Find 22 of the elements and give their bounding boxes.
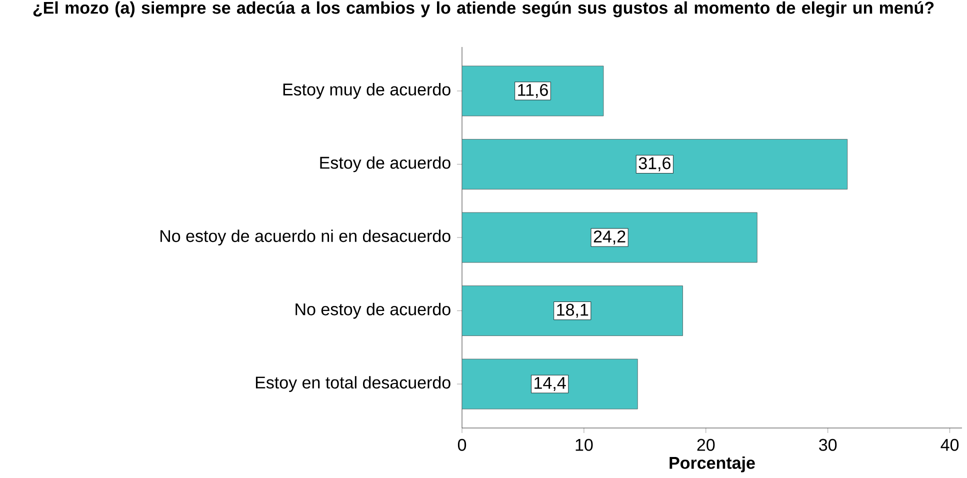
x-tick-label: 30: [819, 438, 837, 451]
y-tick-label: Estoy en total desacuerdo: [256, 376, 450, 392]
bar: [462, 139, 848, 190]
data-label: 18,1: [557, 304, 588, 318]
x-axis-title: Porcentaje: [670, 456, 755, 472]
x-tick-label: 0: [458, 438, 466, 451]
x-tick-label: 10: [576, 438, 593, 451]
x-tick-label: 40: [940, 438, 959, 451]
bar: [462, 358, 638, 410]
data-label: 11,6: [518, 84, 548, 98]
y-tick-label: No estoy de acuerdo: [296, 302, 450, 319]
bar: [462, 212, 758, 263]
bar: [462, 286, 683, 336]
data-label: 24,2: [594, 230, 626, 245]
chart-title: ¿El mozo (a) siempre se adecúa a los cambios y lo atiende según sus gustos al momento de elegir un menú?: [33, 1, 934, 18]
y-tick-label: Estoy de acuerdo: [320, 156, 450, 172]
y-tick-label: Estoy muy de acuerdo: [283, 83, 450, 99]
y-tick-label: No estoy de acuerdo ni en desacuerdo: [160, 230, 450, 246]
data-label: 14,4: [534, 377, 566, 392]
x-tick-label: 20: [697, 438, 715, 451]
bar: [462, 66, 604, 116]
data-label: 31,6: [638, 157, 670, 172]
